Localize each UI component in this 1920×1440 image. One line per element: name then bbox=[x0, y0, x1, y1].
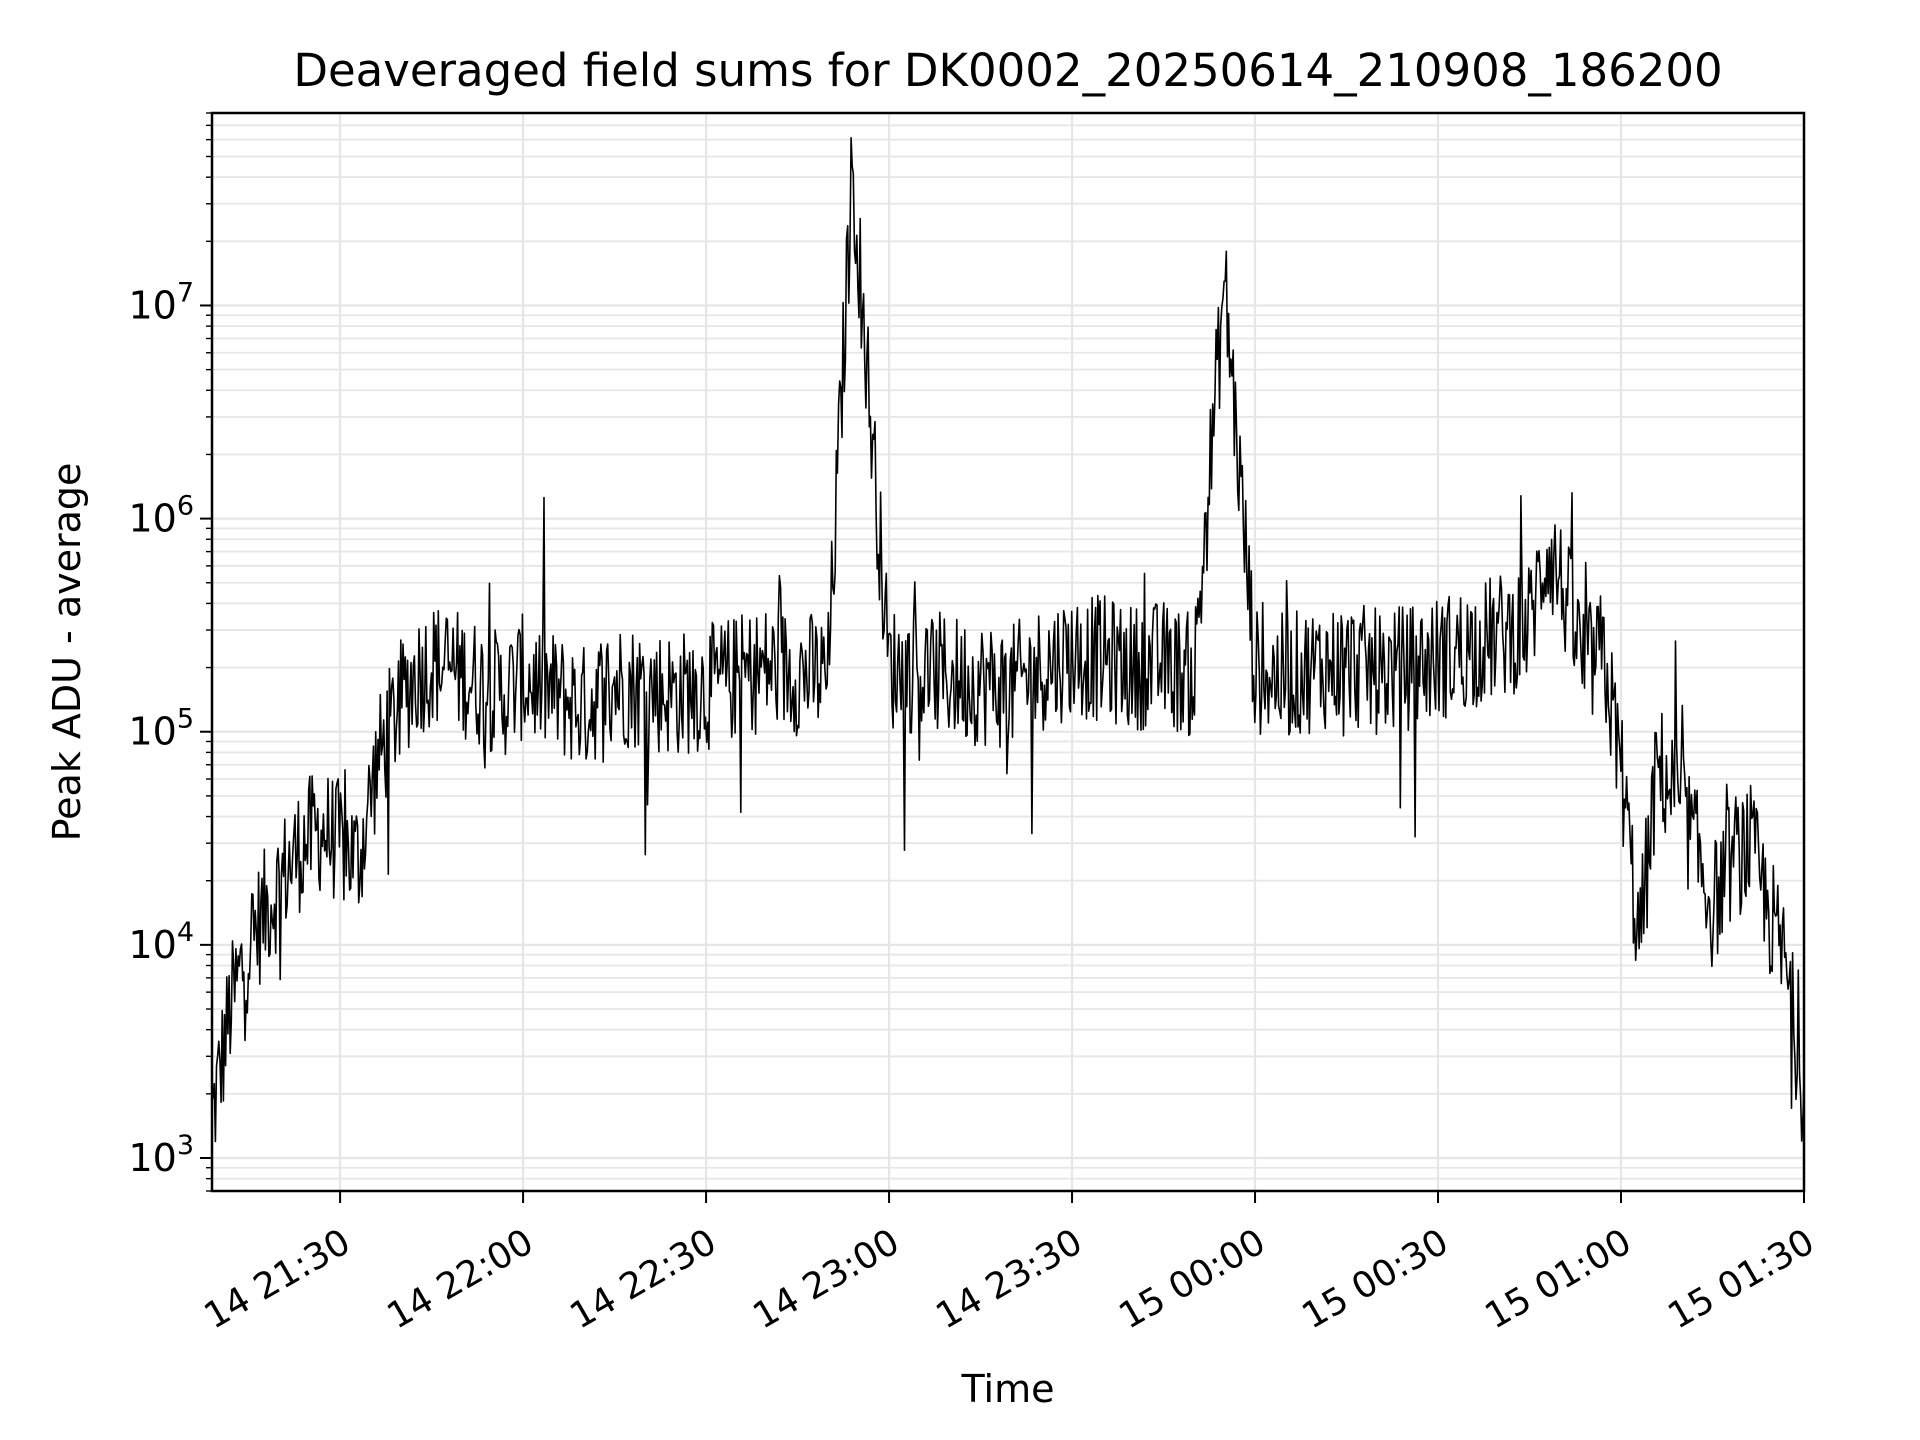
plot-frame bbox=[210, 111, 1806, 1193]
chart-title: Deaveraged field sums for DK0002_2025061… bbox=[293, 44, 1722, 97]
y-axis-label: Peak ADU - average bbox=[45, 463, 89, 842]
y-tick-label: 105 bbox=[128, 704, 194, 754]
y-tick-label: 107 bbox=[128, 277, 194, 327]
y-axis: 103 104 105 106 107 bbox=[128, 112, 212, 1192]
y-tick-label: 103 bbox=[128, 1130, 194, 1180]
x-axis-label: Time bbox=[961, 1367, 1055, 1411]
plot-area bbox=[211, 137, 1805, 1143]
y-tick-label: 106 bbox=[128, 491, 194, 541]
series-line bbox=[211, 137, 1805, 1143]
y-tick-label: 104 bbox=[128, 917, 194, 967]
